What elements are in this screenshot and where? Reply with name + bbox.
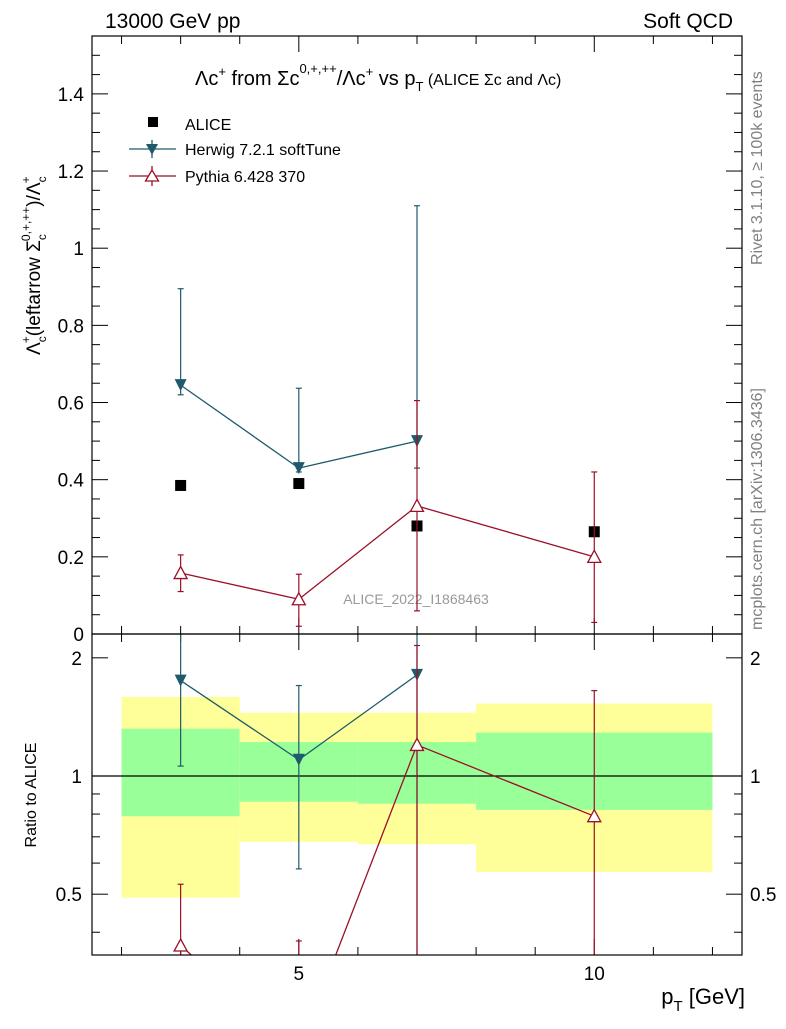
ylabel-c-sup: + bbox=[19, 176, 33, 183]
ylabel-b: (leftarrow Σ bbox=[24, 240, 45, 336]
ratio-herwig-point-1 bbox=[292, 753, 305, 766]
title-part-d: / bbox=[337, 68, 343, 90]
xlabel-p: p bbox=[661, 984, 673, 1009]
axis-ticks: 0 0.2 0.4 0.6 0.8 1 1.2 1.4 0.5 0.5 1 1 2 2 5 10 bbox=[56, 36, 776, 985]
ratio-pythia-point-3 bbox=[586, 808, 602, 823]
legend-alice-marker bbox=[148, 117, 158, 127]
pythia-point-3 bbox=[586, 548, 602, 563]
herwig-point-0 bbox=[174, 379, 187, 392]
ylabel-c-sub: c bbox=[35, 176, 49, 182]
legend-herwig-label: Herwig 7.2.1 softTune bbox=[185, 142, 341, 159]
legend-pythia-label: Pythia 6.428 370 bbox=[185, 169, 305, 186]
herwig-segment-0 bbox=[180, 384, 300, 469]
alice-point-0 bbox=[175, 479, 187, 491]
ratio-herwig-segment-1 bbox=[298, 674, 418, 761]
pythia-point-2 bbox=[409, 498, 425, 513]
analysis-watermark: ALICE_2022_I1868463 bbox=[343, 591, 489, 607]
energy-label: 13000 GeV pp bbox=[105, 10, 240, 33]
title-part-i: Λc) bbox=[537, 72, 561, 89]
ylabel-a-sub: c bbox=[35, 336, 49, 342]
y-tick-label-0: 0 bbox=[73, 625, 84, 646]
title-part-c-sup: 0,+,++ bbox=[299, 61, 336, 76]
herwig-point-1 bbox=[292, 462, 305, 475]
x-axis-label: pT [GeV] bbox=[661, 984, 745, 1015]
data-marks bbox=[92, 205, 742, 956]
pythia-segment-0 bbox=[180, 572, 299, 600]
title-part-b: from bbox=[226, 68, 277, 90]
legend-alice-label: ALICE bbox=[185, 117, 231, 134]
ratio-pythia-point-2 bbox=[409, 737, 425, 752]
process-label: Soft QCD bbox=[643, 10, 733, 33]
title-part-f-sub: T bbox=[415, 79, 423, 94]
ylabel-c: )/Λ bbox=[24, 182, 45, 207]
x-tick-label-1: 10 bbox=[584, 964, 605, 985]
y-tick-label-3: 0.6 bbox=[58, 394, 84, 415]
legend-herwig-marker bbox=[146, 144, 158, 155]
ratio-pythia-series bbox=[173, 644, 602, 956]
ylabel-b-sup: 0,+,++ bbox=[19, 207, 33, 241]
rivet-label: Rivet 3.1.10, ≥ 100k events bbox=[749, 71, 766, 265]
pythia-point-0 bbox=[173, 565, 189, 580]
alice-point-1 bbox=[293, 478, 305, 490]
pythia-point-1 bbox=[291, 591, 307, 606]
title-part-c: Σc bbox=[277, 68, 299, 90]
ylabel-b-sub: c bbox=[35, 234, 49, 240]
y-axis-label: Λc+(leftarrow Σc0,+,++)/Λc+ bbox=[19, 176, 49, 355]
title-part-e-sup: + bbox=[366, 64, 374, 79]
ylabel-a-sup: + bbox=[19, 336, 33, 343]
ratio-y-tick-label-right-1: 1 bbox=[750, 767, 761, 788]
y-tick-label-7: 1.4 bbox=[58, 85, 85, 106]
title-part-f: vs p bbox=[373, 68, 415, 90]
ratio-y-label: Ratio to ALICE bbox=[23, 743, 40, 848]
xlabel-unit: [GeV] bbox=[683, 984, 745, 1009]
ratio-herwig-point-0 bbox=[174, 674, 187, 687]
herwig-segment-1 bbox=[298, 440, 418, 469]
title-part-g: (ALICE bbox=[423, 72, 483, 89]
y-tick-label-5: 1 bbox=[73, 239, 84, 260]
ratio-y-tick-label-right-0: 0.5 bbox=[750, 885, 776, 906]
ratio-y-tick-label-right-2: 2 bbox=[750, 649, 761, 670]
title-part-h: Σc and bbox=[484, 72, 537, 89]
ratio-herwig-segment-0 bbox=[180, 680, 300, 761]
xlabel-sub: T bbox=[673, 998, 682, 1015]
ratio-pythia-point-0 bbox=[173, 937, 189, 952]
y-tick-label-6: 1.2 bbox=[58, 162, 84, 183]
y-tick-label-4: 0.8 bbox=[58, 316, 84, 337]
x-tick-label-0: 5 bbox=[294, 964, 305, 985]
legend: ALICE Herwig 7.2.1 softTune Pythia 6.428… bbox=[129, 117, 341, 186]
pythia-segment-2 bbox=[416, 505, 595, 558]
ratio-pythia-segment-2 bbox=[416, 744, 595, 817]
ratio-y-tick-label-left-2: 2 bbox=[71, 649, 82, 670]
y-tick-label-2: 0.4 bbox=[58, 471, 85, 492]
mcplots-label: mcplots.cern.ch [arXiv:1306.3436] bbox=[749, 388, 766, 630]
ratio-y-tick-label-left-0: 0.5 bbox=[56, 885, 82, 906]
ratio-plot-frame bbox=[91, 633, 743, 956]
pythia-series bbox=[173, 399, 602, 627]
title-part-a-sup: + bbox=[218, 64, 226, 79]
plot-frames bbox=[91, 35, 743, 956]
legend-pythia-marker bbox=[144, 168, 160, 182]
ratio-y-tick-label-left-1: 1 bbox=[71, 767, 82, 788]
main-title: Λc+ from Σc0,+,++/Λc+ vs pT (ALICE Σc an… bbox=[195, 61, 561, 94]
title-part-a: Λc bbox=[195, 68, 218, 90]
y-tick-label-1: 0.2 bbox=[58, 548, 84, 569]
pythia-segment-1 bbox=[298, 505, 418, 600]
ylabel-a: Λ bbox=[24, 342, 45, 355]
ratio-pythia-segment-1 bbox=[335, 744, 418, 956]
title-part-e: Λc bbox=[342, 68, 365, 90]
